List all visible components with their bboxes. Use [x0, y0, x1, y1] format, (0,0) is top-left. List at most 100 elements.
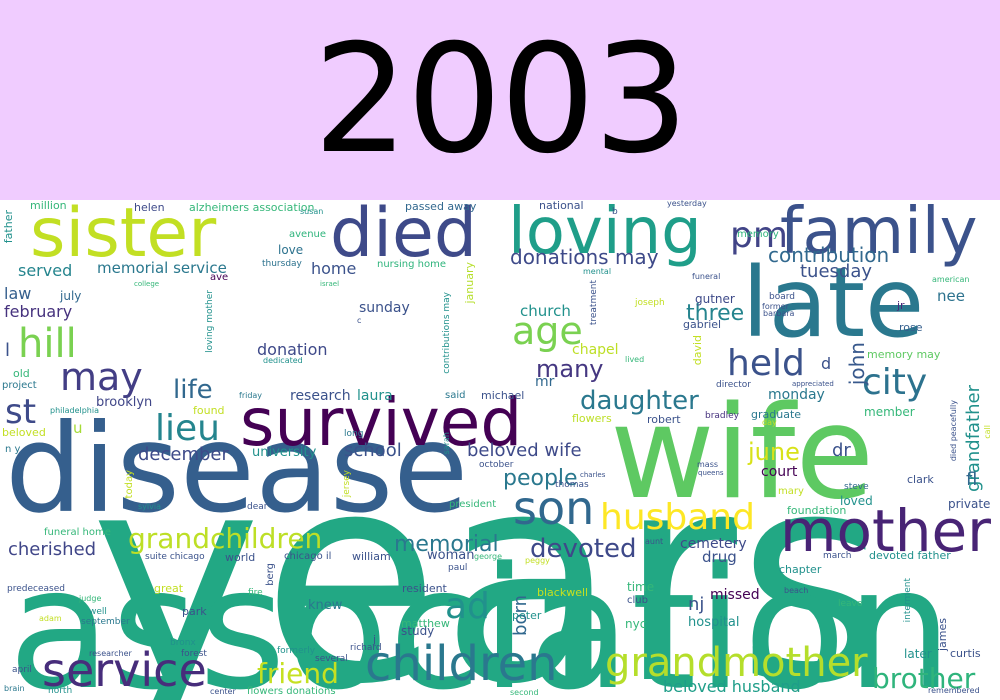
cloud-word-people: people	[503, 466, 578, 491]
cloud-word-later: later	[904, 647, 932, 661]
cloud-word-remembered: remembered	[928, 686, 980, 695]
cloud-word-donation: donation	[257, 340, 328, 359]
cloud-word-l: l	[5, 340, 11, 361]
cloud-word-memory-may: memory may	[867, 348, 941, 361]
cloud-word-hill: hill	[18, 321, 77, 367]
cloud-word-loving-mother: loving mother	[205, 290, 215, 353]
cloud-word-barbara: barbara	[763, 309, 795, 318]
cloud-word-berg: berg	[265, 563, 276, 586]
cloud-word-loving: loving	[508, 200, 702, 269]
cloud-word-fl: fl	[966, 469, 978, 490]
cloud-word-father: father	[2, 210, 15, 244]
cloud-word-club: club	[627, 595, 648, 606]
cloud-word-survived: survived	[240, 384, 523, 461]
cloud-word-flowers: flowers	[572, 412, 612, 425]
cloud-word-died: died	[330, 200, 478, 273]
cloud-word-brain: brain	[4, 684, 25, 693]
cloud-word-st: st	[5, 392, 37, 432]
cloud-word-daughter: daughter	[580, 386, 699, 416]
cloud-word-brother: brother	[872, 662, 976, 695]
cloud-word-appreciated: appreciated	[792, 380, 834, 388]
cloud-word-resident: resident	[402, 582, 447, 595]
cloud-word-paul: paul	[448, 563, 468, 573]
cloud-word-loved: loved	[840, 494, 873, 508]
cloud-word-church: church	[520, 302, 571, 320]
cloud-word-beloved-wife: beloved wife	[467, 440, 582, 461]
cloud-word-sister: sister	[30, 200, 217, 273]
cloud-word-contribution: contribution	[768, 243, 890, 267]
cloud-word-treatment: treatment	[589, 280, 599, 326]
cloud-word-graduate: graduate	[751, 408, 802, 421]
cloud-word-suite-chicago: suite chicago	[145, 552, 205, 562]
cloud-word-association: association	[8, 531, 953, 700]
cloud-word-second: second	[510, 688, 539, 697]
cloud-word-adam: adam	[39, 614, 62, 623]
cloud-word-lieu: lieu	[155, 408, 220, 449]
cloud-word-cemetery: cemetery	[680, 536, 747, 552]
cloud-word-cherished: cherished	[8, 539, 97, 560]
cloud-word-served: served	[18, 261, 73, 280]
cloud-word-study: study	[401, 624, 435, 638]
cloud-word-february: february	[4, 302, 73, 321]
cloud-word-college: college	[134, 280, 160, 288]
cloud-word-researcher: researcher	[89, 649, 132, 658]
cloud-word-memorial-service: memorial service	[97, 259, 227, 277]
cloud-word-dedicated: dedicated	[263, 356, 303, 365]
cloud-word-sylvia: sylvia	[138, 502, 161, 511]
cloud-word-school: school	[344, 440, 402, 461]
cloud-word-million: million	[30, 200, 67, 212]
cloud-word-nee: nee	[937, 287, 965, 305]
cloud-word-curtis: curtis	[950, 647, 981, 660]
cloud-word-predeceased: predeceased	[7, 584, 65, 594]
cloud-word-april: april	[12, 665, 32, 675]
cloud-word-park: park	[182, 605, 207, 618]
cloud-word-alzheimers-association: alzheimers association	[189, 201, 315, 214]
cloud-word-member: member	[864, 405, 915, 419]
cloud-word-well: well	[89, 607, 107, 617]
cloud-word-late: late	[742, 247, 925, 359]
cloud-word-national: national	[539, 200, 584, 212]
cloud-word-clark: clark	[907, 473, 934, 486]
cloud-word-donations-may: donations may	[510, 245, 659, 269]
cloud-word-rose: rose	[899, 321, 923, 334]
cloud-word-university: university	[252, 445, 317, 460]
cloud-word-interment: interment	[903, 578, 913, 623]
cloud-word-u: u	[73, 419, 83, 437]
cloud-word-ad: ad	[445, 586, 490, 627]
cloud-word-j: j	[373, 633, 377, 646]
cloud-word-funeral-home: funeral home	[44, 527, 111, 538]
cloud-word-n-y: n y	[5, 444, 21, 455]
cloud-word-brooklyn: brooklyn	[96, 395, 153, 410]
cloud-word-chicago-il: chicago il	[284, 551, 332, 562]
cloud-word-knew: knew	[308, 598, 343, 613]
cloud-word-december: december	[138, 444, 229, 465]
cloud-word-judge: judge	[79, 594, 102, 603]
cloud-word-matthew: matthew	[401, 617, 450, 630]
cloud-word-susan: susan	[300, 207, 324, 216]
cloud-word-chapel: chapel	[572, 342, 619, 358]
cloud-word-mother: mother	[780, 497, 992, 565]
cloud-word-former: former	[762, 302, 789, 311]
title-banner: 2003	[0, 0, 1000, 200]
cloud-word-husband: husband	[600, 497, 755, 538]
cloud-word-helen: helen	[134, 201, 165, 214]
cloud-word-leave: leave	[838, 599, 863, 609]
cloud-word-service: service	[42, 643, 207, 697]
cloud-word-woman: woman	[427, 548, 475, 563]
cloud-word-richard: richard	[350, 643, 382, 653]
cloud-word-laura: laura	[357, 388, 393, 404]
cloud-word-formerly: formerly	[277, 646, 316, 656]
cloud-word-friday: friday	[239, 391, 263, 400]
cloud-word-grandmother: grandmother	[605, 640, 868, 686]
cloud-word-forest: forest	[181, 649, 207, 659]
cloud-word-bronx: bronx	[170, 638, 196, 648]
cloud-word-charles: charles	[580, 471, 606, 479]
cloud-word-died-peacefully: died peacefully	[949, 400, 958, 462]
cloud-word-friend: friend	[257, 657, 339, 690]
cloud-word-mental: mental	[583, 267, 612, 276]
cloud-word-gutner: gutner	[695, 292, 735, 306]
cloud-word-years: years	[90, 411, 889, 700]
cloud-word-avenue: avenue	[289, 229, 327, 240]
cloud-word-peter: peter	[512, 609, 542, 622]
cloud-word-missed: missed	[710, 587, 760, 603]
